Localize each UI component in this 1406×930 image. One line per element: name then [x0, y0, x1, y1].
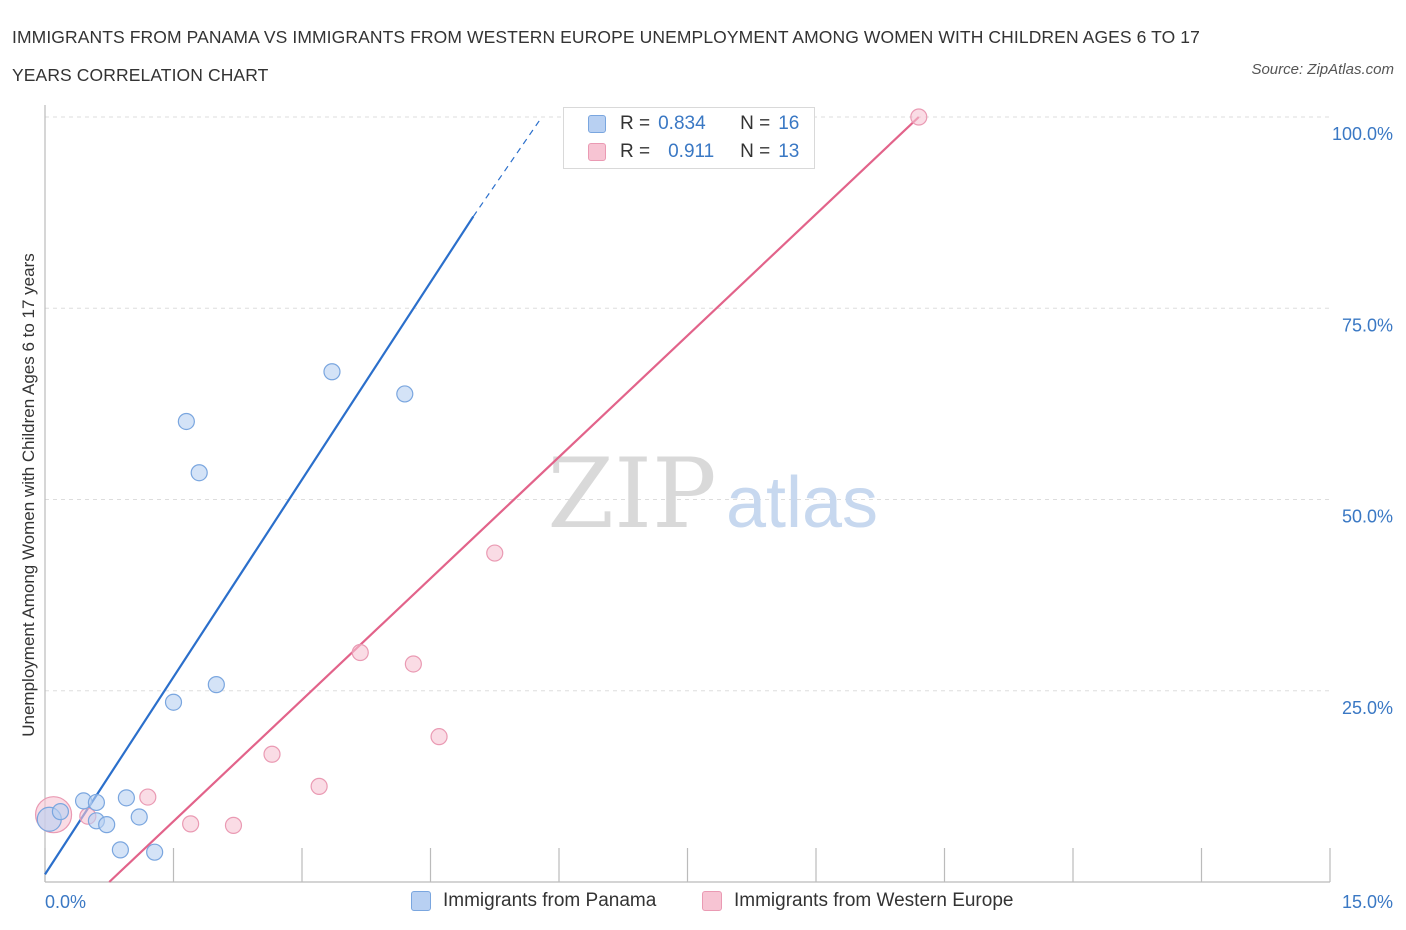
tick-labels: 25.0% 50.0% 75.0% 100.0% 0.0% 15.0%: [45, 124, 1393, 912]
data-points: [34, 108, 928, 861]
chart-title: IMMIGRANTS FROM PANAMA VS IMMIGRANTS FRO…: [12, 27, 1200, 85]
point-panama: [164, 693, 183, 711]
point-panama: [323, 363, 341, 381]
point-western-europe: [224, 816, 243, 834]
legend-label-panama: Immigrants from Panama: [443, 890, 657, 911]
axes: [44, 105, 1331, 883]
trend-line-western-europe: [108, 116, 920, 883]
point-panama: [111, 841, 129, 859]
point-panama: [98, 816, 116, 834]
western-europe-swatch: [588, 143, 606, 161]
point-western-europe: [404, 655, 422, 673]
watermark: ZIP atlas: [547, 438, 878, 550]
western-europe-legend-swatch: [702, 891, 722, 911]
n-value-western-europe: 13: [778, 141, 800, 162]
point-western-europe: [182, 815, 200, 833]
r-label: R =: [620, 113, 651, 134]
point-panama: [207, 676, 225, 694]
legend-label-western-europe: Immigrants from Western Europe: [734, 890, 1014, 911]
legend-item-panama: Immigrants from Panama: [411, 890, 656, 912]
source-label: Source: ZipAtlas.com: [1251, 61, 1394, 78]
watermark-zip: ZIP: [547, 438, 716, 550]
r-value-western-europe: 0.911: [668, 141, 715, 162]
point-panama: [396, 385, 414, 403]
legend-row-western-europe: R = 0.911 N = 13: [588, 140, 799, 164]
grid-lines: [45, 116, 1330, 692]
point-panama: [51, 803, 70, 821]
point-panama: [87, 793, 106, 812]
point-panama: [146, 843, 164, 861]
point-western-europe: [910, 108, 928, 126]
point-western-europe: [351, 643, 369, 662]
stats-legend: R = 0.834 N = 16 R = 0.911 N = 13: [563, 107, 815, 169]
point-panama: [177, 412, 195, 431]
trend-lines: [44, 116, 920, 883]
trend-line-panama-extension: [472, 116, 543, 217]
legend-item-western-europe: Immigrants from Western Europe: [702, 890, 1013, 912]
legend-row-panama: R = 0.834 N = 16: [588, 112, 799, 136]
n-value-panama: 16: [778, 113, 800, 134]
y-tick-label: 75.0%: [1342, 315, 1393, 335]
panama-legend-swatch: [411, 891, 431, 911]
n-label: N =: [740, 141, 771, 162]
y-tick-label: 50.0%: [1342, 507, 1393, 527]
trend-line-panama: [44, 215, 475, 875]
y-tick-label: 25.0%: [1342, 698, 1393, 718]
point-panama: [130, 808, 148, 826]
n-label: N =: [740, 113, 771, 134]
y-axis-label: Unemployment Among Women with Children A…: [19, 253, 38, 737]
point-western-europe: [139, 788, 157, 806]
point-western-europe: [263, 745, 281, 763]
point-panama: [117, 789, 135, 807]
point-western-europe: [430, 728, 448, 746]
panama-swatch: [588, 115, 606, 133]
point-panama: [190, 464, 208, 482]
watermark-atlas: atlas: [726, 463, 878, 543]
y-tick-label: 100.0%: [1332, 124, 1393, 144]
series-legend: Immigrants from Panama Immigrants from W…: [0, 890, 1406, 916]
r-value-panama: 0.834: [658, 113, 706, 134]
point-western-europe: [310, 777, 328, 795]
x-tick-label: 0.0%: [45, 892, 86, 912]
r-label: R =: [620, 141, 651, 162]
point-western-europe: [486, 544, 504, 562]
x-tick-label: 15.0%: [1342, 892, 1393, 912]
